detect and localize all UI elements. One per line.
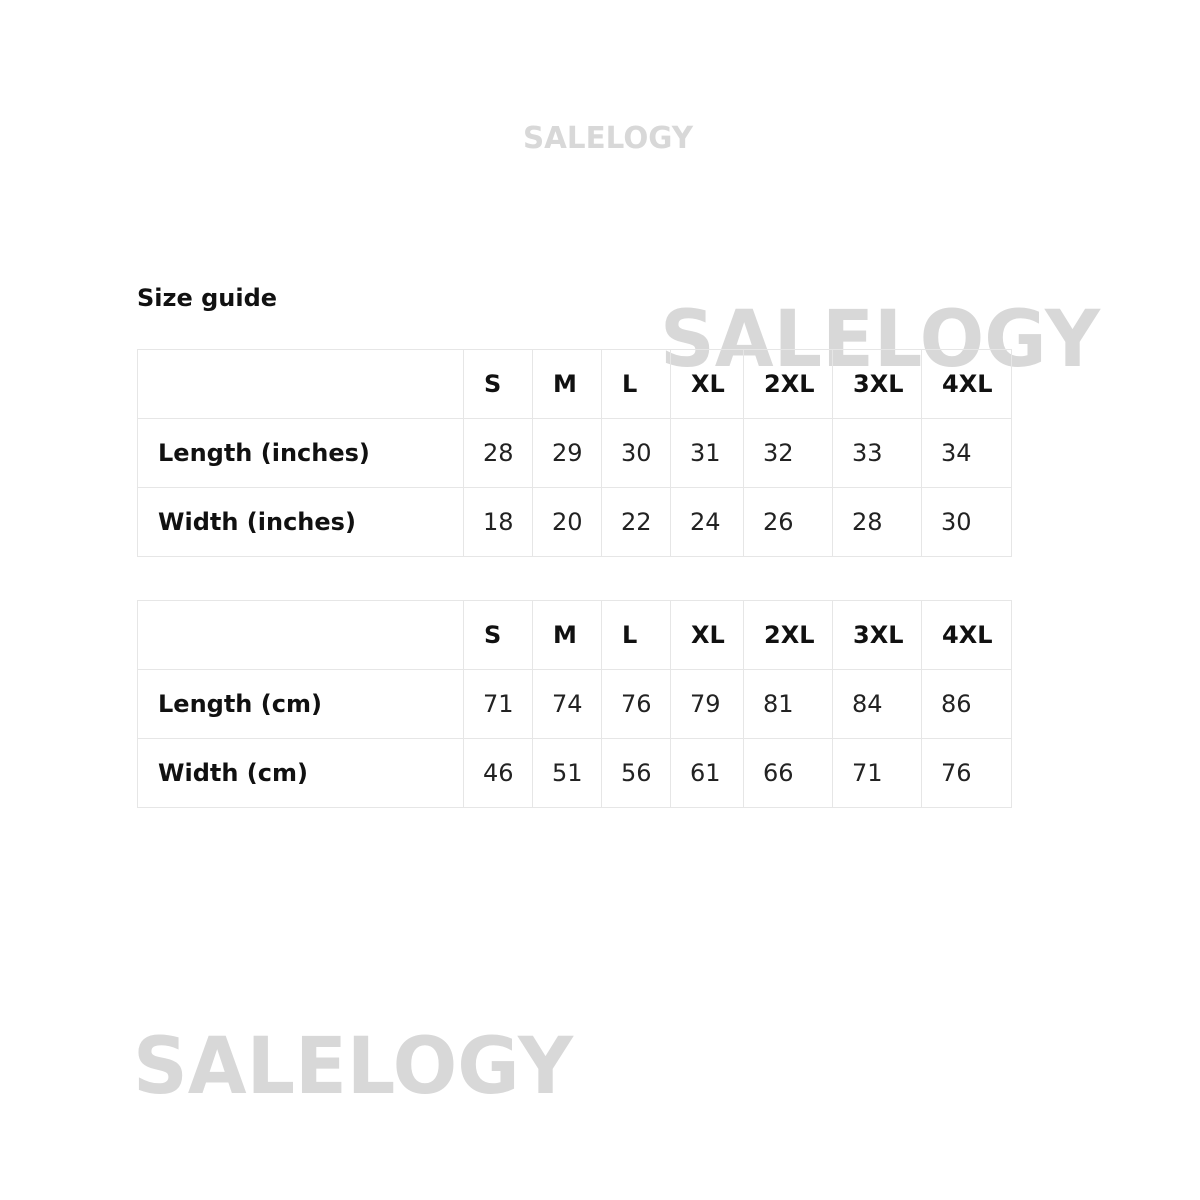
size-header: 4XL [921,600,1012,670]
measurement-cell: 26 [743,487,833,557]
watermark-logo-top: SALELOGY [523,121,694,156]
measurement-cell: 29 [532,418,602,488]
measurement-cell: 74 [532,669,602,739]
size-header: L [601,349,671,419]
measurement-cell: 79 [670,669,744,739]
table-row: Width (cm) 46 51 56 61 66 71 76 [137,738,1012,808]
table-row: Length (cm) 71 74 76 79 81 84 86 [137,669,1012,739]
size-header: XL [670,349,744,419]
size-header: S [463,349,533,419]
measurement-cell: 51 [532,738,602,808]
measurement-cell: 32 [743,418,833,488]
measurement-cell: 46 [463,738,533,808]
row-label: Width (cm) [137,738,464,808]
size-header: 2XL [743,349,833,419]
row-label: Width (inches) [137,487,464,557]
measurement-cell: 86 [921,669,1012,739]
watermark-logo-bottom: SALELOGY [133,1022,574,1112]
measurement-cell: 71 [463,669,533,739]
measurement-cell: 28 [463,418,533,488]
measurement-cell: 22 [601,487,671,557]
size-table-inches: S M L XL 2XL 3XL 4XL Length (inches) 28 29 30 31 32 3… [137,349,1012,557]
size-table-cm: S M L XL 2XL 3XL 4XL Length (cm) 71 74 76 79 81 84 86 W… [137,600,1012,808]
measurement-cell: 66 [743,738,833,808]
header-row: S M L XL 2XL 3XL 4XL [137,600,1012,670]
measurement-cell: 76 [921,738,1012,808]
row-label: Length (cm) [137,669,464,739]
measurement-cell: 28 [832,487,922,557]
measurement-cell: 71 [832,738,922,808]
table-row: Width (inches) 18 20 22 24 26 28 30 [137,487,1012,557]
measurement-cell: 56 [601,738,671,808]
row-label: Length (inches) [137,418,464,488]
size-header: M [532,600,602,670]
measurement-cell: 84 [832,669,922,739]
size-header: 4XL [921,349,1012,419]
measurement-cell: 20 [532,487,602,557]
measurement-cell: 81 [743,669,833,739]
measurement-cell: 24 [670,487,744,557]
size-header: 3XL [832,600,922,670]
measurement-cell: 76 [601,669,671,739]
size-header: 3XL [832,349,922,419]
size-header: S [463,600,533,670]
measurement-cell: 31 [670,418,744,488]
measurement-cell: 18 [463,487,533,557]
corner-cell [137,349,464,419]
size-header: L [601,600,671,670]
size-header: XL [670,600,744,670]
measurement-cell: 34 [921,418,1012,488]
size-header: 2XL [743,600,833,670]
measurement-cell: 30 [601,418,671,488]
corner-cell [137,600,464,670]
measurement-cell: 61 [670,738,744,808]
measurement-cell: 30 [921,487,1012,557]
page-title: Size guide [137,284,278,312]
header-row: S M L XL 2XL 3XL 4XL [137,349,1012,419]
measurement-cell: 33 [832,418,922,488]
table-row: Length (inches) 28 29 30 31 32 33 34 [137,418,1012,488]
size-header: M [532,349,602,419]
